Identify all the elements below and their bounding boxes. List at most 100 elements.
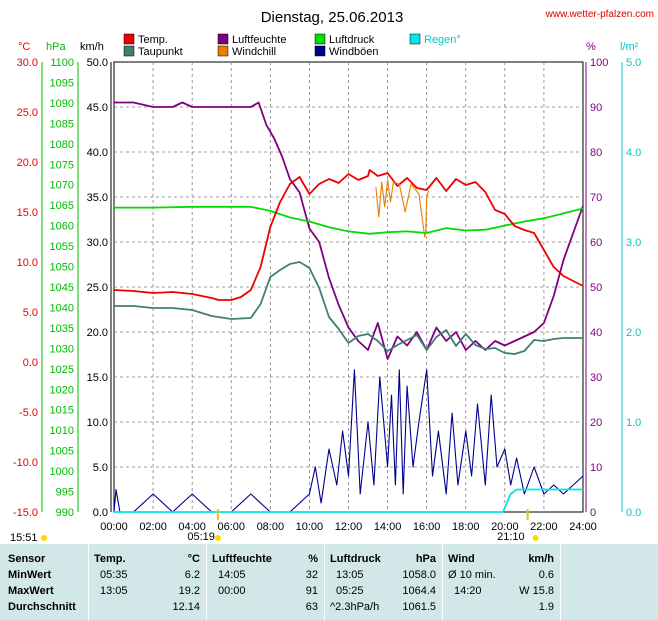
chart-grid — [41, 61, 623, 513]
tick-label-percent: 50 — [590, 282, 602, 294]
row-max-press-time: 05:25 — [336, 585, 364, 597]
tick-label-hpa: 1080 — [50, 139, 74, 151]
tick-label-hpa: 1085 — [50, 118, 74, 130]
row-max-hum-val: 91 — [305, 585, 318, 597]
header-humidity: Luftfeuchte — [212, 553, 272, 565]
tick-label-hpa: 1050 — [50, 262, 74, 274]
row-max-wind-val: W 15.8 — [519, 585, 554, 597]
tick-label-hpa: 1070 — [50, 180, 74, 192]
tick-label-rain: 2.0 — [626, 327, 641, 339]
tick-label-time: 10:00 — [296, 521, 324, 533]
tick-label-kmh: 40.0 — [87, 147, 108, 159]
row-max-hum-time: 00:00 — [218, 585, 246, 597]
tick-label-celsius: -15.0 — [13, 507, 38, 519]
sunrise-label: 05:19 — [187, 531, 215, 543]
legend-label: Windchill — [232, 46, 276, 58]
tick-label-rain: 5.0 — [626, 57, 641, 69]
row-max-wind-time: 14:20 — [454, 585, 482, 597]
tick-label-celsius: 15.0 — [17, 207, 38, 219]
row-min-press-val: 1058.0 — [402, 569, 436, 581]
legend-label: Luftfeuchte — [232, 34, 286, 46]
legend-label: Windböen — [329, 46, 379, 58]
tick-label-percent: 40 — [590, 327, 602, 339]
series-line-taupunkt — [114, 261, 583, 355]
tick-label-kmh: 10.0 — [87, 417, 108, 429]
tick-label-kmh: 50.0 — [87, 57, 108, 69]
tick-label-percent: 90 — [590, 102, 602, 114]
tick-label-percent: 10 — [590, 462, 602, 474]
tick-label-hpa: 1090 — [50, 98, 74, 110]
tick-label-percent: 100 — [590, 57, 608, 69]
axis-unit-celsius: °C — [18, 41, 30, 53]
row-min-temp-val: 6.2 — [184, 569, 200, 581]
header-wind: Wind — [448, 553, 475, 565]
row-min-wind-time: Ø 10 min. — [448, 569, 496, 581]
tick-label-percent: 60 — [590, 237, 602, 249]
tick-label-time: 08:00 — [257, 521, 285, 533]
tick-label-kmh: 5.0 — [93, 462, 108, 474]
row-min-press-time: 13:05 — [336, 569, 364, 581]
tick-label-rain: 4.0 — [626, 147, 641, 159]
legend-swatch — [123, 45, 135, 57]
series-line-temp — [113, 169, 584, 301]
plot-lines — [113, 101, 584, 513]
tick-label-hpa: 1045 — [50, 282, 74, 294]
row-avg-press-trend: ^2.3hPa/h — [330, 601, 380, 613]
row-max-press-val: 1064.4 — [402, 585, 436, 597]
row-min-temp-time: 05:35 — [100, 569, 128, 581]
tick-label-hpa: 1055 — [50, 241, 74, 253]
legend-swatch — [409, 33, 421, 45]
chart-title: Dienstag, 25.06.2013 — [261, 9, 404, 26]
legend-label: Luftdruck — [329, 34, 375, 46]
axis-units: °C hPa km/h% l/m² — [18, 41, 639, 53]
sun-markers: 15:51 05:19 21:10 — [10, 509, 539, 544]
tick-label-time: 14:00 — [374, 521, 402, 533]
tick-label-time: 18:00 — [452, 521, 480, 533]
tick-label-hpa: 1025 — [50, 364, 74, 376]
tick-label-percent: 20 — [590, 417, 602, 429]
tick-label-hpa: 1000 — [50, 466, 74, 478]
source-link[interactable]: www.wetter-pfalzen.com — [545, 9, 654, 20]
sunrise-sun — [214, 535, 221, 541]
header-pressure: Luftdruck — [330, 553, 381, 565]
row-max-temp-val: 19.2 — [178, 585, 200, 597]
series-line-luftdruck — [114, 205, 584, 235]
tick-label-rain: 1.0 — [626, 417, 641, 429]
row-max-temp-time: 13:05 — [100, 585, 128, 597]
tick-label-hpa: 1035 — [50, 323, 74, 335]
tick-label-celsius: 5.0 — [23, 307, 38, 319]
tick-label-time: 06:00 — [217, 521, 245, 533]
marker-start-label: 15:51 — [10, 532, 38, 544]
header-pressure-unit: hPa — [415, 553, 436, 565]
tick-label-celsius: -5.0 — [19, 407, 38, 419]
row-label-avg: Durchschnitt — [8, 601, 76, 613]
row-min-hum-val: 32 — [305, 569, 318, 581]
tick-label-hpa: 1015 — [50, 405, 74, 417]
series-line-regen — [114, 488, 583, 513]
sunset-sun — [532, 535, 539, 541]
tick-label-kmh: 35.0 — [87, 192, 108, 204]
tick-label-celsius: -10.0 — [13, 457, 38, 469]
tick-label-kmh: 30.0 — [87, 237, 108, 249]
tick-label-percent: 70 — [590, 192, 602, 204]
legend-label: Regen° — [424, 34, 461, 46]
row-label-max: MaxWert — [8, 585, 54, 597]
axis-tick-labels: 30.0 25.0 20.0 15.0 10.0 5.0 0.0 -5.0 -10.0 -15.0… — [13, 57, 641, 533]
legend-label: Temp. — [138, 34, 168, 46]
tick-label-celsius: 25.0 — [17, 107, 38, 119]
tick-label-hpa: 1065 — [50, 200, 74, 212]
tick-label-hpa: 1095 — [50, 77, 74, 89]
tick-label-hpa: 1010 — [50, 425, 74, 437]
tick-label-rain: 0.0 — [626, 507, 641, 519]
legend-swatch — [217, 33, 229, 45]
tick-label-percent: 30 — [590, 372, 602, 384]
tick-label-celsius: 0.0 — [23, 357, 38, 369]
header-sensor: Sensor — [8, 553, 46, 565]
tick-label-celsius: 10.0 — [17, 257, 38, 269]
row-avg-press-val: 1061.5 — [402, 601, 436, 613]
header-temp-unit: °C — [187, 553, 200, 565]
tick-label-time: 22:00 — [530, 521, 558, 533]
sunset-label: 21:10 — [497, 531, 525, 543]
row-label-min: MinWert — [8, 569, 52, 581]
